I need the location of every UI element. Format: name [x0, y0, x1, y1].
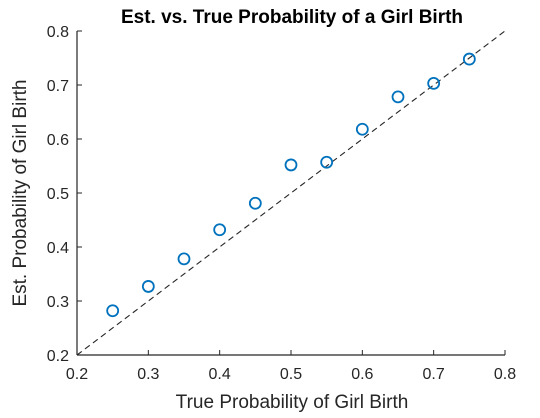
chart-title: Est. vs. True Probability of a Girl Birt… [121, 7, 463, 28]
data-point [213, 223, 227, 237]
data-point [248, 196, 262, 210]
data-point [391, 90, 405, 104]
data-point [462, 52, 476, 66]
y-tick-label: 0.5 [47, 186, 69, 203]
y-tick-label: 0.7 [47, 78, 69, 95]
y-tick-label: 0.4 [47, 240, 69, 257]
x-tick-label: 0.2 [66, 366, 88, 383]
data-point [106, 304, 120, 318]
x-tick-label: 0.4 [209, 366, 231, 383]
data-point [427, 76, 441, 90]
axes: 0.2 0.3 0.4 0.5 0.6 0.7 0.8 0.2 0.3 0.4 0.5 0.6 0.7 0… [47, 24, 516, 383]
reference-line-group [76, 30, 506, 356]
x-axis-label: True Probability of Girl Birth [176, 392, 409, 413]
data-point [355, 122, 369, 136]
data-point [320, 155, 334, 169]
data-points [106, 52, 476, 318]
y-tick-label: 0.2 [47, 348, 69, 365]
data-point [141, 280, 155, 293]
data-point [177, 252, 191, 266]
x-tick-label: 0.6 [351, 366, 373, 383]
data-point [284, 158, 298, 172]
y-axis-label: Est. Probability of Girl Birth [10, 79, 31, 306]
x-tick-label: 0.8 [494, 366, 516, 383]
y-tick-label: 0.6 [47, 132, 69, 149]
y-tick-label: 0.8 [47, 24, 69, 41]
reference-line [76, 30, 506, 356]
x-tick-label: 0.3 [137, 366, 159, 383]
y-tick-label: 0.3 [47, 294, 69, 311]
x-tick-label: 0.5 [280, 366, 302, 383]
x-tick-label: 0.7 [423, 366, 445, 383]
